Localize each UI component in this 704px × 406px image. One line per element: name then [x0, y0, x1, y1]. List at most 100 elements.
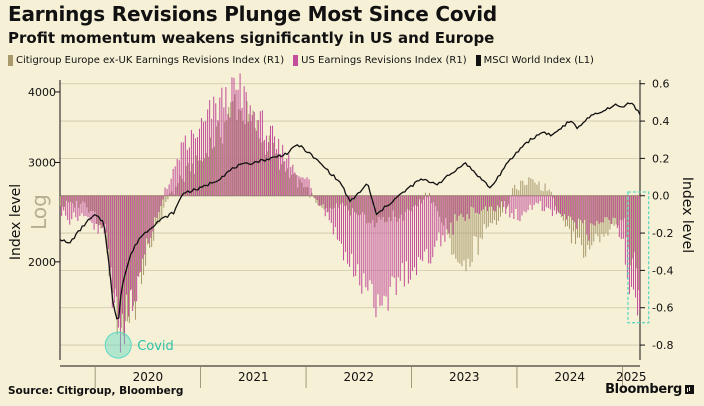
- bar-us: [424, 195, 426, 252]
- bar-europe: [583, 195, 585, 258]
- bar-europe: [130, 195, 132, 290]
- bar-us: [196, 137, 199, 196]
- bar-us: [322, 195, 324, 205]
- bar-europe: [244, 124, 246, 196]
- bar-europe: [222, 143, 224, 196]
- bar-europe: [568, 195, 570, 229]
- bar-us: [154, 195, 156, 218]
- bar-europe: [347, 195, 349, 211]
- bar-us: [444, 195, 446, 242]
- bar-us: [574, 195, 576, 223]
- bar-us: [440, 195, 442, 247]
- bar-europe: [386, 195, 388, 222]
- bar-us: [570, 195, 572, 217]
- bar-europe: [339, 195, 341, 205]
- bar-us: [436, 195, 438, 241]
- bar-europe: [418, 195, 420, 200]
- year-label: 2022: [344, 370, 375, 384]
- bar-europe: [325, 195, 327, 209]
- bar-us: [365, 195, 367, 288]
- bar-europe: [532, 179, 534, 196]
- bar-us: [95, 195, 97, 224]
- bar-us: [298, 176, 300, 196]
- bar-europe: [216, 126, 218, 196]
- bar-europe: [360, 195, 362, 215]
- bar-us: [148, 195, 150, 244]
- series-europe-bars: [59, 94, 639, 336]
- bar-us: [600, 195, 602, 223]
- bar-europe: [593, 195, 595, 242]
- bar-europe: [433, 195, 435, 203]
- bar-europe: [473, 195, 475, 236]
- bar-europe: [114, 195, 116, 289]
- bar-us: [596, 195, 598, 221]
- right-tick-label: 0.2: [652, 152, 670, 165]
- bar-us: [584, 195, 586, 220]
- bar-us: [582, 195, 584, 224]
- bar-europe: [459, 195, 461, 264]
- bar-us: [397, 195, 399, 278]
- bar-us: [113, 195, 115, 304]
- bar-us: [328, 195, 330, 221]
- bar-europe: [341, 195, 343, 204]
- bar-europe: [351, 195, 353, 209]
- bar-us: [243, 86, 245, 196]
- bar-europe: [63, 195, 65, 207]
- bar-europe: [187, 163, 189, 196]
- bar-europe: [457, 195, 459, 263]
- bar-us: [529, 195, 531, 205]
- bar-europe: [453, 195, 455, 255]
- bar-us: [107, 195, 109, 250]
- bar-europe: [487, 195, 489, 227]
- bar-us: [456, 195, 458, 221]
- bar-us: [121, 195, 123, 314]
- bar-us: [284, 160, 286, 196]
- bar-us: [205, 121, 207, 196]
- bar-us: [158, 195, 160, 212]
- bar-us: [326, 195, 328, 213]
- bar-europe: [564, 195, 566, 227]
- bar-europe: [536, 184, 538, 196]
- bar-us: [63, 195, 65, 211]
- bar-us: [458, 195, 460, 216]
- bar-us: [209, 100, 211, 196]
- bar-europe: [491, 195, 493, 224]
- bar-us: [353, 195, 355, 277]
- bar-europe: [143, 195, 145, 276]
- bar-us: [314, 195, 316, 199]
- bar-europe: [153, 195, 155, 241]
- bar-europe: [420, 195, 422, 204]
- bar-us: [633, 195, 635, 290]
- legend-item-europe: Citigroup Europe ex-UK Earnings Revision…: [8, 55, 284, 66]
- bar-europe: [585, 195, 587, 257]
- bar-europe: [575, 195, 577, 245]
- bar-europe: [353, 195, 355, 212]
- bar-europe: [581, 195, 583, 246]
- bar-europe: [410, 195, 412, 212]
- bar-us: [282, 144, 284, 196]
- bar-us: [557, 195, 559, 213]
- bar-europe: [629, 195, 631, 266]
- bar-us: [428, 195, 430, 264]
- bar-europe: [203, 158, 205, 196]
- bar-europe: [220, 137, 222, 196]
- bar-us: [566, 195, 568, 220]
- bar-europe: [609, 195, 611, 230]
- bar-europe: [88, 195, 90, 213]
- bar-us: [93, 195, 95, 230]
- bar-europe: [226, 120, 228, 196]
- bar-europe: [155, 195, 157, 225]
- bar-europe: [104, 195, 106, 224]
- bar-us: [81, 195, 83, 214]
- bar-europe: [260, 142, 262, 196]
- bar-europe: [118, 195, 120, 312]
- chart-title: Earnings Revisions Plunge Most Since Cov…: [8, 2, 498, 26]
- bar-us: [379, 195, 381, 307]
- bar-europe: [228, 106, 230, 196]
- bar-us: [610, 195, 612, 224]
- bar-europe: [80, 195, 82, 204]
- bar-europe: [364, 195, 366, 215]
- bar-us: [628, 195, 630, 295]
- bar-europe: [461, 195, 463, 267]
- bar-europe: [335, 195, 337, 204]
